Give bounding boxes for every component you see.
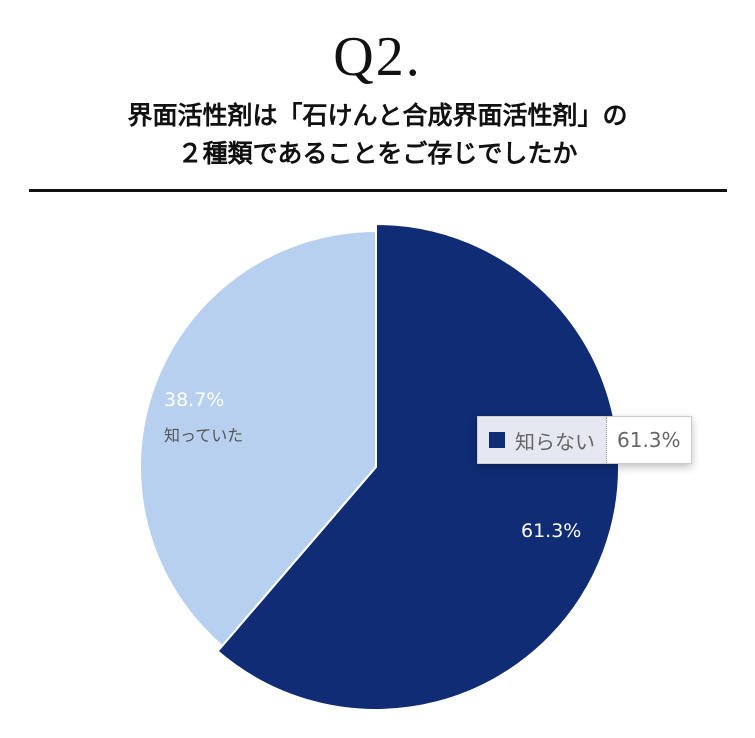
- slice-label-knew-percent: 38.7%: [164, 389, 225, 411]
- slice-label-knew-name: 知っていた: [164, 426, 244, 445]
- question-text-line1: 界面活性剤は「石けんと合成界面活性剤」の: [127, 101, 628, 130]
- pie-slice-did-not-know[interactable]: [216, 222, 620, 711]
- question-text-line2: ２種類であることをご存じでしたか: [177, 139, 578, 168]
- slice-label-did-not-know-percent: 61.3%: [521, 520, 582, 542]
- pie-slice-knew[interactable]: [139, 229, 377, 648]
- question-number: Q2.: [333, 26, 422, 88]
- divider: [29, 189, 727, 192]
- tooltip-series-name: 知らない: [515, 429, 595, 454]
- tooltip-series: 知らない: [478, 417, 607, 463]
- tooltip-color-swatch-icon: [489, 432, 505, 448]
- tooltip-value: 61.3%: [607, 417, 691, 463]
- chart-tooltip: 知らない 61.3%: [477, 416, 692, 464]
